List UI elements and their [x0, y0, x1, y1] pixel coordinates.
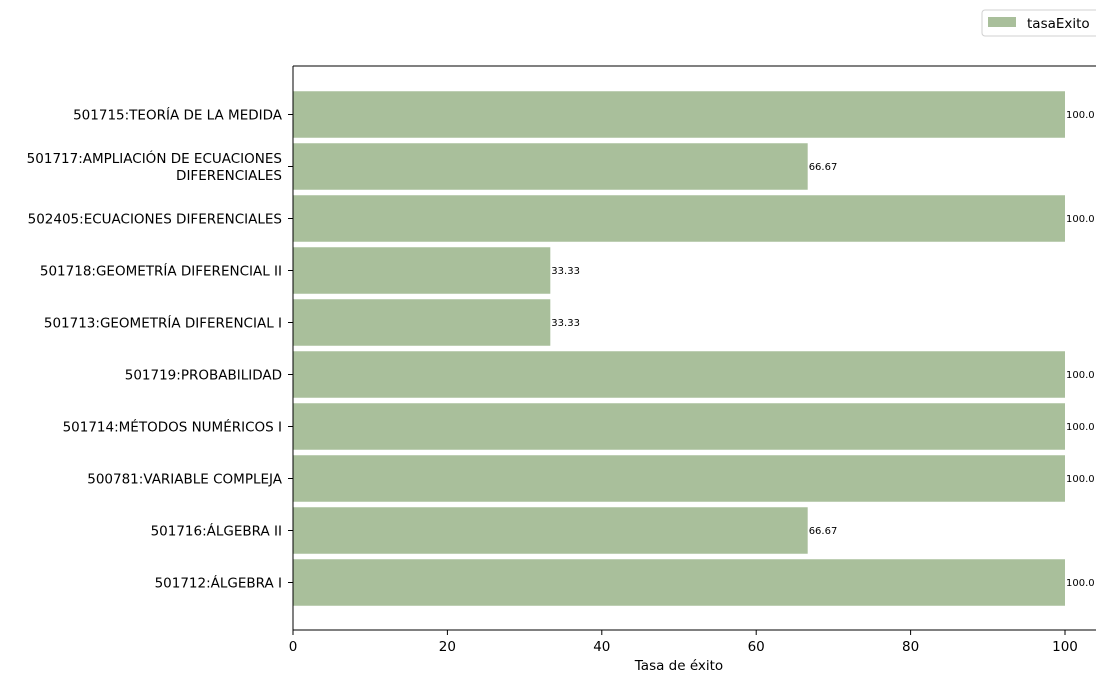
x-tick-label: 40 — [593, 639, 610, 655]
bar-value-label: 33.33 — [551, 318, 580, 329]
bar — [293, 351, 1065, 398]
bar-value-label: 100.0 — [1066, 214, 1095, 225]
bar-value-label: 100.0 — [1066, 370, 1095, 381]
category-label: 502405:ECUACIONES DIFERENCIALES — [28, 212, 282, 228]
bar — [293, 507, 808, 554]
category-label: 501713:GEOMETRÍA DIFERENCIAL I — [44, 315, 282, 332]
legend: tasaExito — [981, 9, 1096, 37]
bar — [293, 299, 551, 346]
category-label: 501715:TEORÍA DE LA MEDIDA — [73, 107, 283, 124]
category-label: DIFERENCIALES — [176, 168, 282, 184]
x-ticks-group: 0 20 40 60 80 100 — [289, 630, 1078, 655]
x-tick-label: 80 — [902, 639, 919, 655]
category-label: 501717:AMPLIACIÓN DE ECUACIONES — [27, 149, 282, 167]
legend-swatch — [988, 17, 1016, 27]
bar-value-label: 33.33 — [551, 266, 580, 277]
category-label: 501718:GEOMETRÍA DIFERENCIAL II — [40, 263, 282, 280]
category-label: 500781:VARIABLE COMPLEJA — [87, 472, 283, 488]
category-label: 501719:PROBABILIDAD — [125, 368, 282, 384]
bar-value-label: 66.67 — [809, 526, 838, 537]
category-labels-group: 501715:TEORÍA DE LA MEDIDA 501717:AMPLIAC… — [27, 107, 293, 592]
bars-group — [293, 91, 1065, 606]
category-label: 501716:ÁLGEBRA II — [151, 523, 282, 540]
bar — [293, 91, 1065, 138]
bar-value-label: 100.0 — [1066, 474, 1095, 485]
category-label: 501714:MÉTODOS NUMÉRICOS I — [63, 419, 282, 436]
bar-value-label: 100.0 — [1066, 578, 1095, 589]
bar — [293, 559, 1065, 606]
x-tick-label: 100 — [1052, 639, 1078, 655]
value-labels-group: 100.0 66.67 100.0 33.33 33.33 100.0 100.0 100.0… — [551, 110, 1094, 589]
x-axis-title: Tasa de éxito — [634, 658, 723, 674]
legend-box — [981, 9, 1096, 37]
x-tick-label: 0 — [289, 639, 298, 655]
bar-value-label: 66.67 — [809, 162, 838, 173]
bar — [293, 455, 1065, 502]
bar-value-label: 100.0 — [1066, 110, 1095, 121]
bar — [293, 195, 1065, 242]
category-label: 501712:ÁLGEBRA I — [155, 575, 282, 592]
x-tick-label: 60 — [748, 639, 765, 655]
bar-value-label: 100.0 — [1066, 422, 1095, 433]
x-tick-label: 20 — [439, 639, 456, 655]
bar — [293, 403, 1065, 450]
bar — [293, 143, 808, 190]
bar — [293, 247, 551, 294]
legend-entry-tasaexito: tasaExito — [1027, 16, 1090, 32]
